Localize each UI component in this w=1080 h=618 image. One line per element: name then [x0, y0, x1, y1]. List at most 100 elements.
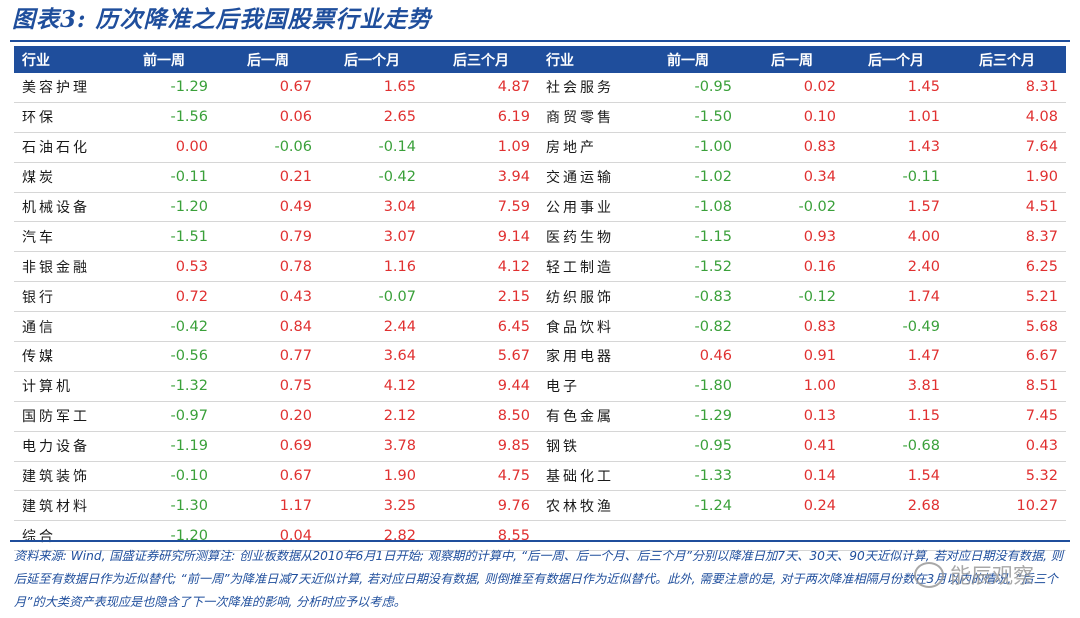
value-cell: 1.54	[844, 461, 948, 492]
value-cell: -1.20	[112, 520, 216, 552]
value-cell: -1.29	[112, 73, 216, 103]
wechat-icon	[914, 562, 944, 588]
value-cell: 5.67	[424, 341, 538, 372]
value-cell: 0.20	[216, 401, 320, 432]
value-cell: 1.47	[844, 341, 948, 372]
table-row: 非银金融 0.53 0.78 1.16 4.12 轻工制造 -1.52 0.16 2.40 6.2…	[14, 251, 1066, 283]
value-cell: 5.68	[948, 311, 1066, 343]
industry-name: 社会服务	[538, 73, 636, 103]
value-cell: 0.67	[216, 73, 320, 103]
industry-name: 有色金属	[538, 401, 636, 432]
value-cell: 5.21	[948, 281, 1066, 313]
value-cell: -0.42	[112, 311, 216, 343]
value-cell: 8.31	[948, 73, 1066, 103]
column-header: 后一周	[740, 46, 844, 73]
value-cell: -1.80	[636, 371, 740, 402]
industry-name: 农林牧渔	[538, 490, 636, 522]
value-cell: -0.11	[844, 162, 948, 193]
value-cell: 0.83	[740, 132, 844, 163]
industry-name: 商贸零售	[538, 102, 636, 133]
industry-name: 通信	[14, 311, 112, 343]
column-header: 后三个月	[948, 46, 1066, 73]
table-row: 美容护理 -1.29 0.67 1.65 4.87 社会服务 -0.95 0.02 1.45 8.…	[14, 73, 1066, 103]
value-cell: 1.00	[740, 371, 844, 402]
table-row: 综合 -1.20 0.04 2.82 8.55	[14, 520, 1066, 552]
value-cell: 3.94	[424, 162, 538, 193]
source-note: 资料来源: Wind, 国盛证券研究所测算注: 创业板数据从2010年6月1日开…	[14, 549, 1064, 609]
value-cell: 1.15	[844, 401, 948, 432]
table-row: 通信 -0.42 0.84 2.44 6.45 食品饮料 -0.82 0.83 -0.49 5.6…	[14, 311, 1066, 343]
value-cell: 8.50	[424, 401, 538, 432]
value-cell	[740, 520, 844, 552]
value-cell: 2.68	[844, 490, 948, 522]
value-cell: 0.72	[112, 281, 216, 313]
value-cell: 10.27	[948, 490, 1066, 522]
value-cell: 0.77	[216, 341, 320, 372]
industry-name: 建筑材料	[14, 490, 112, 522]
value-cell: -0.83	[636, 281, 740, 313]
value-cell: 0.41	[740, 431, 844, 462]
value-cell: -1.56	[112, 102, 216, 133]
value-cell: 0.13	[740, 401, 844, 432]
value-cell: -0.12	[740, 281, 844, 313]
value-cell: -0.42	[320, 162, 424, 193]
value-cell: -1.33	[636, 461, 740, 492]
value-cell: 1.17	[216, 490, 320, 522]
value-cell: 0.43	[216, 281, 320, 313]
column-header: 后一个月	[320, 46, 424, 73]
value-cell: -0.95	[636, 73, 740, 103]
value-cell: -0.06	[216, 132, 320, 163]
value-cell: 2.82	[320, 520, 424, 552]
value-cell: -1.51	[112, 221, 216, 253]
value-cell: -0.49	[844, 311, 948, 343]
column-header: 行业	[538, 46, 636, 73]
value-cell	[844, 520, 948, 552]
table-row: 建筑材料 -1.30 1.17 3.25 9.76 农林牧渔 -1.24 0.24 2.68 10…	[14, 490, 1066, 522]
value-cell: -1.52	[636, 251, 740, 283]
value-cell: 1.65	[320, 73, 424, 103]
industry-name: 轻工制造	[538, 251, 636, 283]
industry-name: 电力设备	[14, 431, 112, 462]
value-cell: 1.57	[844, 192, 948, 223]
value-cell: 1.74	[844, 281, 948, 313]
table-row: 汽车 -1.51 0.79 3.07 9.14 医药生物 -1.15 0.93 4.00 8.37	[14, 221, 1066, 253]
value-cell: 6.67	[948, 341, 1066, 372]
value-cell: 0.06	[216, 102, 320, 133]
value-cell: 0.78	[216, 251, 320, 283]
table-row: 电力设备 -1.19 0.69 3.78 9.85 钢铁 -0.95 0.41 -0.68 0.4…	[14, 431, 1066, 462]
value-cell: 9.44	[424, 371, 538, 402]
value-cell: -0.14	[320, 132, 424, 163]
industry-name: 计算机	[14, 371, 112, 402]
value-cell: 0.24	[740, 490, 844, 522]
value-cell: -0.11	[112, 162, 216, 193]
value-cell: -0.82	[636, 311, 740, 343]
value-cell: 4.51	[948, 192, 1066, 223]
value-cell: -0.07	[320, 281, 424, 313]
value-cell: 0.10	[740, 102, 844, 133]
table-row: 国防军工 -0.97 0.20 2.12 8.50 有色金属 -1.29 0.13 1.15 7.…	[14, 401, 1066, 432]
table-row: 机械设备 -1.20 0.49 3.04 7.59 公用事业 -1.08 -0.02 1.57 4…	[14, 192, 1066, 223]
table-body: 美容护理 -1.29 0.67 1.65 4.87 社会服务 -0.95 0.02 1.45 8.…	[14, 73, 1066, 552]
value-cell: 1.09	[424, 132, 538, 163]
industry-name: 石油石化	[14, 132, 112, 163]
value-cell: 0.53	[112, 251, 216, 283]
table-header-row: 行业 前一周 后一周 后一个月 后三个月 行业 前一周 后一周 后一个月 后三个月	[14, 46, 1066, 73]
value-cell: -1.20	[112, 192, 216, 223]
value-cell: 0.43	[948, 431, 1066, 462]
column-header: 前一周	[636, 46, 740, 73]
value-cell: -1.50	[636, 102, 740, 133]
watermark-text: 能辰观察	[950, 564, 1034, 588]
value-cell: -0.95	[636, 431, 740, 462]
value-cell: 0.93	[740, 221, 844, 253]
value-cell: 0.75	[216, 371, 320, 402]
column-header: 行业	[14, 46, 112, 73]
industry-name: 食品饮料	[538, 311, 636, 343]
value-cell: 2.44	[320, 311, 424, 343]
value-cell: 7.64	[948, 132, 1066, 163]
value-cell: 0.04	[216, 520, 320, 552]
value-cell: 5.32	[948, 461, 1066, 492]
value-cell: 0.91	[740, 341, 844, 372]
value-cell: 4.08	[948, 102, 1066, 133]
industry-name: 纺织服饰	[538, 281, 636, 313]
industry-name: 家用电器	[538, 341, 636, 372]
